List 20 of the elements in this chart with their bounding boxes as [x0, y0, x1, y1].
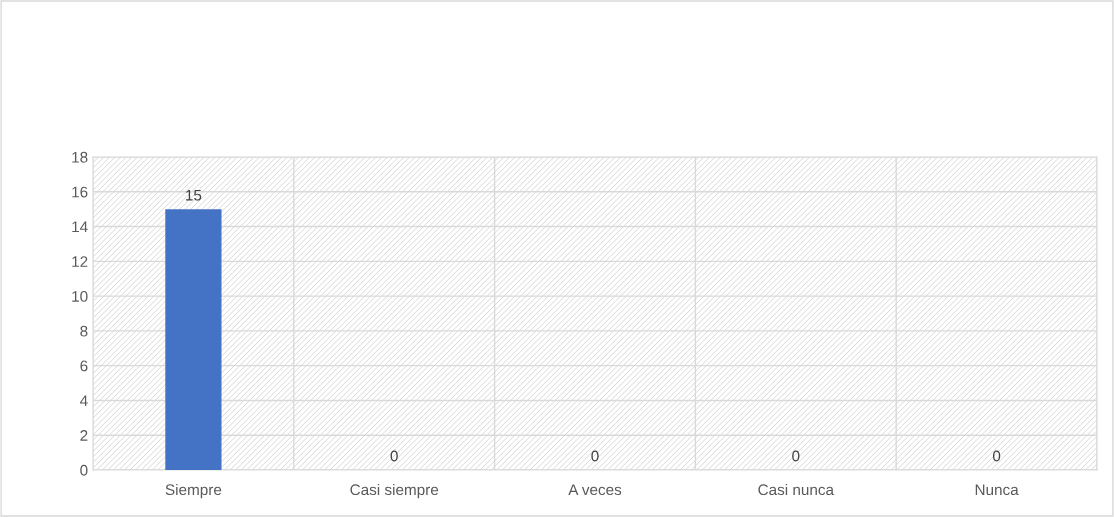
x-tick-label: Casi siempre [350, 483, 439, 499]
data-label: 0 [591, 450, 599, 462]
x-tick-label: Casi nunca [758, 483, 835, 496]
y-tick-label: 0 [80, 464, 88, 476]
data-label: 0 [992, 450, 1001, 462]
y-tick-label: 14 [72, 221, 88, 233]
y-tick-label: 6 [80, 360, 88, 372]
x-tick-label: Siempre [165, 483, 222, 499]
y-tick-label: 4 [79, 395, 88, 406]
y-tick-label: 18 [72, 151, 88, 163]
y-tick-label: 8 [80, 325, 88, 337]
data-label: 0 [792, 450, 800, 462]
data-label: 0 [390, 450, 398, 462]
x-tick-label: A veces [568, 484, 622, 496]
y-tick-label: 12 [72, 256, 88, 267]
y-tick-label: 10 [72, 290, 88, 302]
y-tick-label: 2 [80, 430, 88, 441]
data-label: 15 [186, 189, 202, 201]
y-tick-label: 16 [72, 186, 88, 198]
x-tick-label: Nunca [975, 484, 1019, 496]
